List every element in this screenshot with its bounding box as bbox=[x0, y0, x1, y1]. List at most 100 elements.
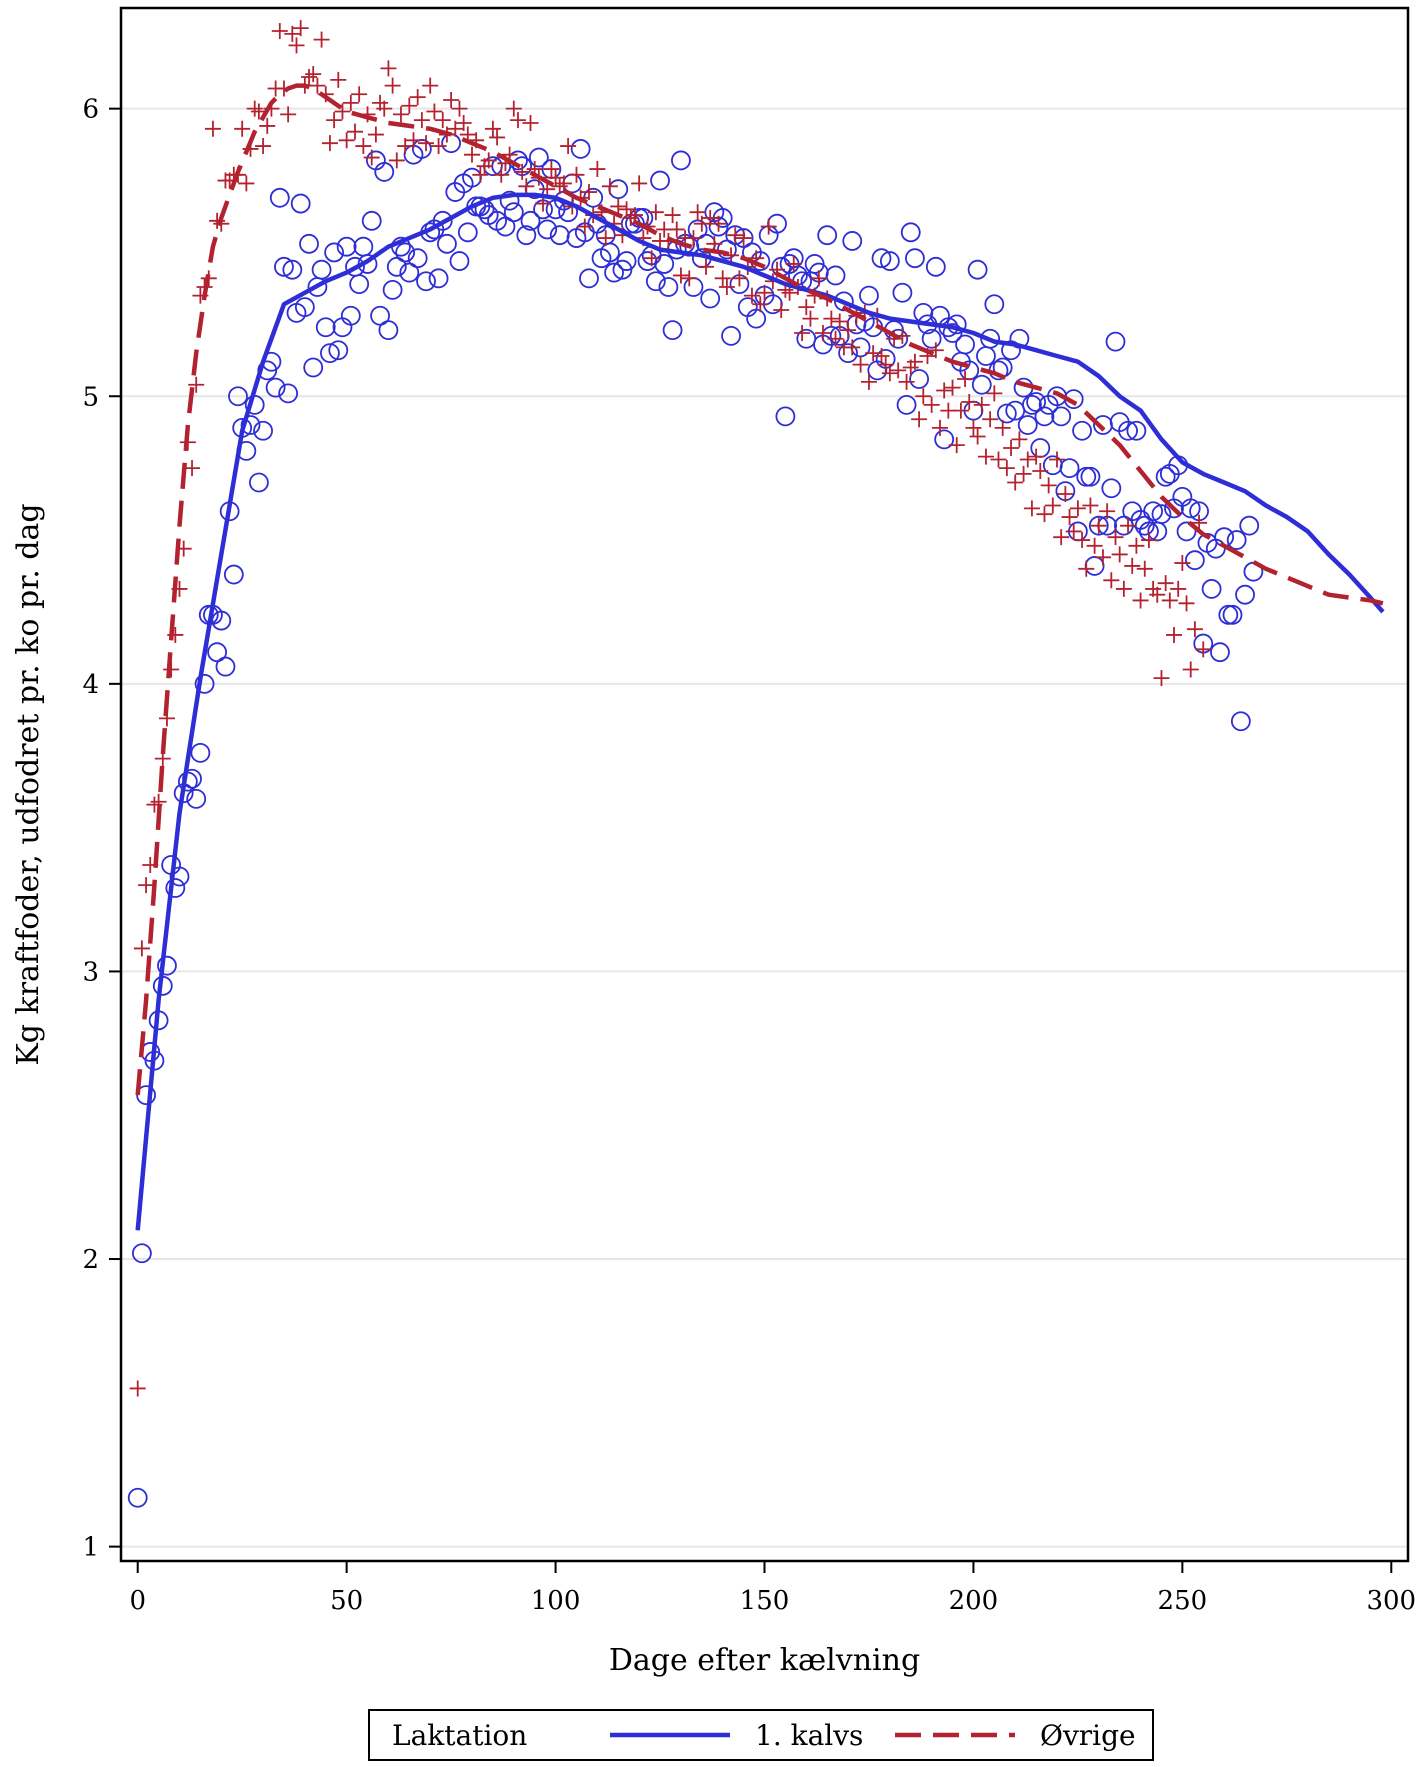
point-1-246 bbox=[1157, 575, 1174, 592]
point-0-30 bbox=[253, 420, 273, 441]
point-0-261 bbox=[1218, 604, 1239, 625]
point-1-91 bbox=[509, 112, 526, 129]
point-0-239 bbox=[1126, 420, 1147, 441]
point-1-77 bbox=[451, 100, 468, 117]
series-points-0 bbox=[127, 133, 1264, 1508]
point-1-101 bbox=[551, 178, 568, 195]
point-1-159 bbox=[794, 324, 811, 341]
point-0-246 bbox=[1155, 466, 1176, 487]
point-1-53 bbox=[351, 86, 368, 103]
point-1-253 bbox=[1186, 621, 1203, 638]
point-1-168 bbox=[831, 313, 848, 330]
point-0-265 bbox=[1235, 584, 1255, 605]
point-0-115 bbox=[608, 179, 629, 200]
point-1-250 bbox=[1174, 555, 1191, 572]
point-0-34 bbox=[269, 187, 290, 208]
point-1-182 bbox=[890, 362, 907, 379]
point-1-255 bbox=[1195, 641, 1212, 658]
scatter-points bbox=[127, 20, 1264, 1508]
point-1-215 bbox=[1028, 448, 1045, 465]
point-1-43 bbox=[309, 77, 326, 94]
point-0-264 bbox=[1230, 711, 1251, 732]
point-1-76 bbox=[447, 120, 464, 137]
point-1-82 bbox=[472, 166, 489, 183]
point-1-44 bbox=[313, 31, 330, 48]
y-tick-label-4: 5 bbox=[82, 382, 99, 412]
point-0-148 bbox=[746, 308, 767, 329]
point-0-214 bbox=[1022, 394, 1042, 415]
point-1-164 bbox=[815, 324, 831, 341]
point-0-178 bbox=[871, 248, 892, 269]
point-1-239 bbox=[1128, 537, 1145, 554]
point-1-150 bbox=[756, 284, 773, 301]
point-0-98 bbox=[537, 219, 558, 240]
point-0-64 bbox=[395, 242, 416, 263]
point-1-166 bbox=[823, 310, 840, 327]
point-1-234 bbox=[1107, 529, 1124, 546]
point-1-214 bbox=[1023, 500, 1040, 517]
point-1-73 bbox=[434, 112, 451, 129]
point-1-128 bbox=[664, 207, 681, 224]
point-1-34 bbox=[271, 23, 288, 40]
point-1-195 bbox=[944, 379, 961, 396]
point-1-130 bbox=[672, 267, 689, 284]
point-0-183 bbox=[892, 282, 913, 303]
point-1-2 bbox=[138, 877, 155, 894]
point-0-234 bbox=[1105, 331, 1126, 352]
point-0-208 bbox=[996, 403, 1017, 424]
point-1-147 bbox=[743, 287, 760, 304]
point-0-133 bbox=[683, 277, 704, 297]
point-1-84 bbox=[480, 152, 497, 169]
point-1-54 bbox=[355, 138, 372, 155]
point-1-180 bbox=[881, 365, 898, 382]
point-0-190 bbox=[921, 328, 942, 349]
point-1-31 bbox=[259, 117, 276, 134]
point-1-163 bbox=[810, 270, 827, 287]
point-1-140 bbox=[714, 270, 731, 287]
point-1-244 bbox=[1149, 586, 1166, 603]
point-1-49 bbox=[334, 103, 351, 120]
point-0-48 bbox=[328, 340, 349, 361]
point-1-57 bbox=[367, 126, 384, 143]
point-0-124 bbox=[645, 271, 666, 292]
point-1-133 bbox=[685, 230, 702, 247]
point-0-65 bbox=[399, 262, 420, 283]
point-1-123 bbox=[643, 250, 660, 267]
series-points-1 bbox=[129, 20, 1212, 1397]
point-0-56 bbox=[361, 210, 382, 231]
point-1-203 bbox=[977, 448, 994, 465]
point-1-60 bbox=[380, 60, 397, 77]
point-1-193 bbox=[936, 382, 953, 399]
point-0-0 bbox=[127, 1487, 148, 1508]
point-0-221 bbox=[1051, 406, 1072, 427]
point-1-207 bbox=[994, 419, 1011, 436]
axis-ticks: 0 50 100 150 200 250 300 1 2 3 4 5 6 bbox=[82, 95, 1416, 1616]
point-1-93 bbox=[518, 178, 535, 195]
x-tick-label-6: 300 bbox=[1366, 1586, 1416, 1616]
point-0-2 bbox=[136, 1085, 156, 1105]
point-0-226 bbox=[1072, 420, 1092, 441]
point-1-213 bbox=[1019, 451, 1036, 468]
point-0-130 bbox=[671, 150, 691, 171]
x-tick-label-2: 100 bbox=[531, 1586, 581, 1616]
point-0-251 bbox=[1176, 521, 1197, 542]
grid-lines bbox=[121, 107, 1408, 1548]
point-1-206 bbox=[990, 451, 1007, 468]
point-0-113 bbox=[599, 242, 620, 263]
point-0-215 bbox=[1026, 392, 1047, 412]
point-1-28 bbox=[246, 100, 263, 117]
point-1-42 bbox=[305, 66, 322, 83]
point-0-53 bbox=[349, 274, 370, 294]
point-0-36 bbox=[278, 383, 299, 404]
point-0-1 bbox=[131, 1243, 152, 1264]
point-1-173 bbox=[852, 356, 869, 373]
point-0-191 bbox=[925, 256, 946, 277]
point-1-219 bbox=[1044, 497, 1061, 514]
point-1-102 bbox=[555, 175, 572, 192]
point-0-185 bbox=[900, 222, 921, 243]
point-0-216 bbox=[1030, 438, 1051, 458]
point-1-64 bbox=[397, 138, 414, 155]
point-0-193 bbox=[934, 429, 955, 450]
point-0-23 bbox=[223, 564, 244, 585]
